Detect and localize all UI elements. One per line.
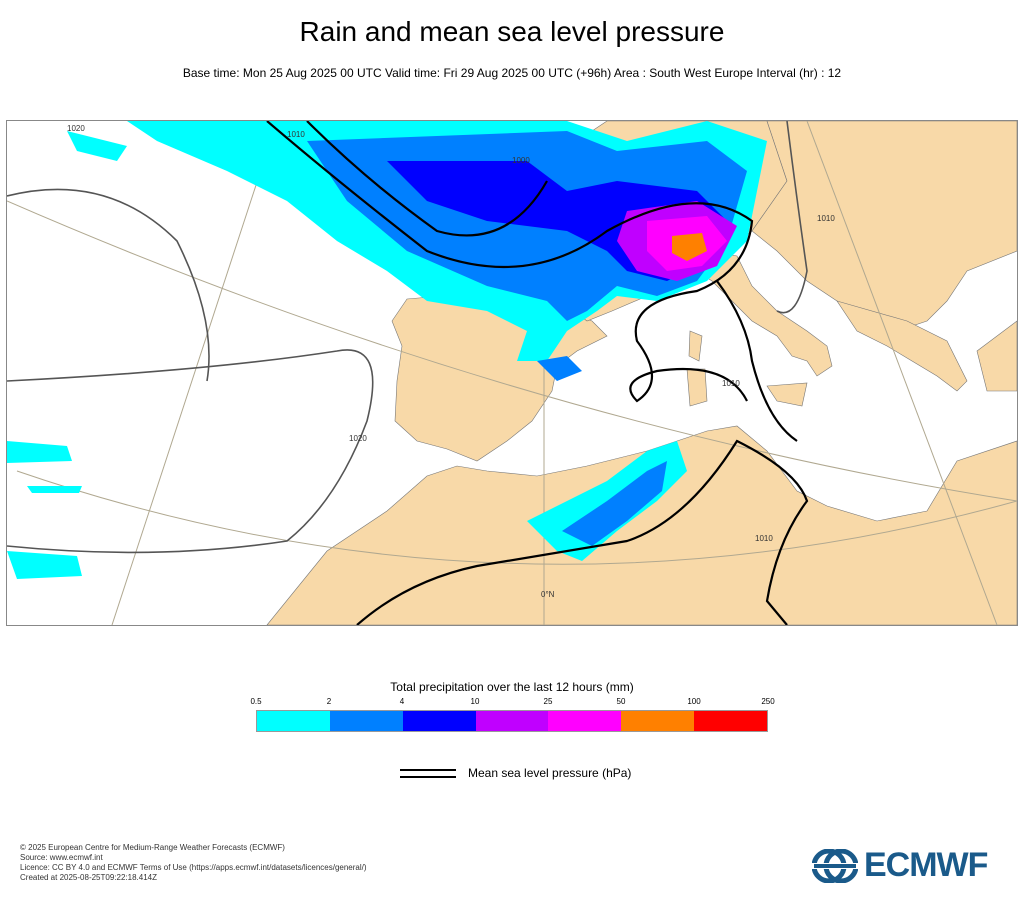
colorbar-segment [475,711,549,731]
precip-atlantic-2 [7,551,82,579]
isobar-label: 1010 [817,214,835,223]
land-sardinia [686,368,708,407]
colorbar-tick: 4 [399,697,405,706]
precipitation-layer [7,121,767,579]
map-panel: 1020 1010 1000 1010 1020 1010 1010 0°N [6,120,1018,626]
mslp-legend-label: Mean sea level pressure (hPa) [468,766,632,780]
map-canvas: 1020 1010 1000 1010 1020 1010 1010 0°N [7,121,1017,625]
land-north-africa [266,425,1017,625]
precip-atlantic-3 [27,486,82,493]
colorbar-segment [257,711,330,731]
isobar-label: 1020 [67,124,85,133]
isobar-1010-italy [716,280,798,442]
colorbar-tick: 50 [616,697,626,706]
isobar-1020-west [7,349,374,554]
colorbar-tick: 100 [687,697,701,706]
isobar-1010-inner [306,121,548,237]
isobar-label: 1010 [755,534,773,543]
footer-copyright: © 2025 European Centre for Medium-Range … [20,843,285,852]
land-turkey [976,320,1017,392]
footer-source: Source: www.ecmwf.int [20,853,103,862]
colorbar-tick: 10 [470,697,480,706]
colorbar-tick: 250 [761,697,775,706]
mslp-line-swatch [400,768,456,778]
footer-created: Created at 2025-08-25T09:22:18.414Z [20,873,157,882]
isobar-label: 1010 [722,379,740,388]
colorbar-segment [694,711,768,731]
footer: © 2025 European Centre for Medium-Range … [20,843,367,883]
graticule [7,121,1017,625]
land-corsica [688,330,703,362]
land-balkans [836,300,968,392]
chart-title: Rain and mean sea level pressure [299,16,725,47]
colorbar-segment [621,711,695,731]
isobar-1020-north [7,188,210,382]
isobar-label: 1000 [512,156,530,165]
precip-spain-east [537,356,582,381]
ecmwf-logo-icon [812,848,858,883]
chart-subtitle: Base time: Mon 25 Aug 2025 00 UTC Valid … [182,66,842,80]
isobar-africa [356,439,809,625]
isobar-label: 1020 [349,434,367,443]
isobar-1010 [266,121,754,403]
colorbar-tick: 2 [326,697,332,706]
colorbar-tick: 25 [543,697,553,706]
footer-licence: Licence: CC BY 4.0 and ECMWF Terms of Us… [20,863,367,872]
precip-core-orange [672,233,707,261]
grid-label: 0°N [541,590,555,599]
land-sicily [766,382,808,407]
isobar-labels: 1020 1010 1000 1010 1020 1010 1010 0°N [67,124,835,599]
ecmwf-logo: ECMWF [812,846,988,885]
precip-atlantic-1 [7,441,72,463]
isobars [7,121,809,625]
precip-colorbar [256,710,768,732]
colorbar-tick: 0.5 [250,697,262,706]
land-italy [696,250,833,377]
colorbar-segment [548,711,622,731]
precip-west-1 [67,131,127,161]
legend-title: Total precipitation over the last 12 hou… [390,680,634,694]
mslp-legend: Mean sea level pressure (hPa) [400,766,631,780]
ecmwf-logo-text: ECMWF [864,846,988,884]
colorbar-segment [402,711,476,731]
colorbar-segment [329,711,403,731]
isobar-1010-east [776,121,808,314]
isobar-label: 1010 [287,130,305,139]
precip-africa-medium [562,461,667,546]
